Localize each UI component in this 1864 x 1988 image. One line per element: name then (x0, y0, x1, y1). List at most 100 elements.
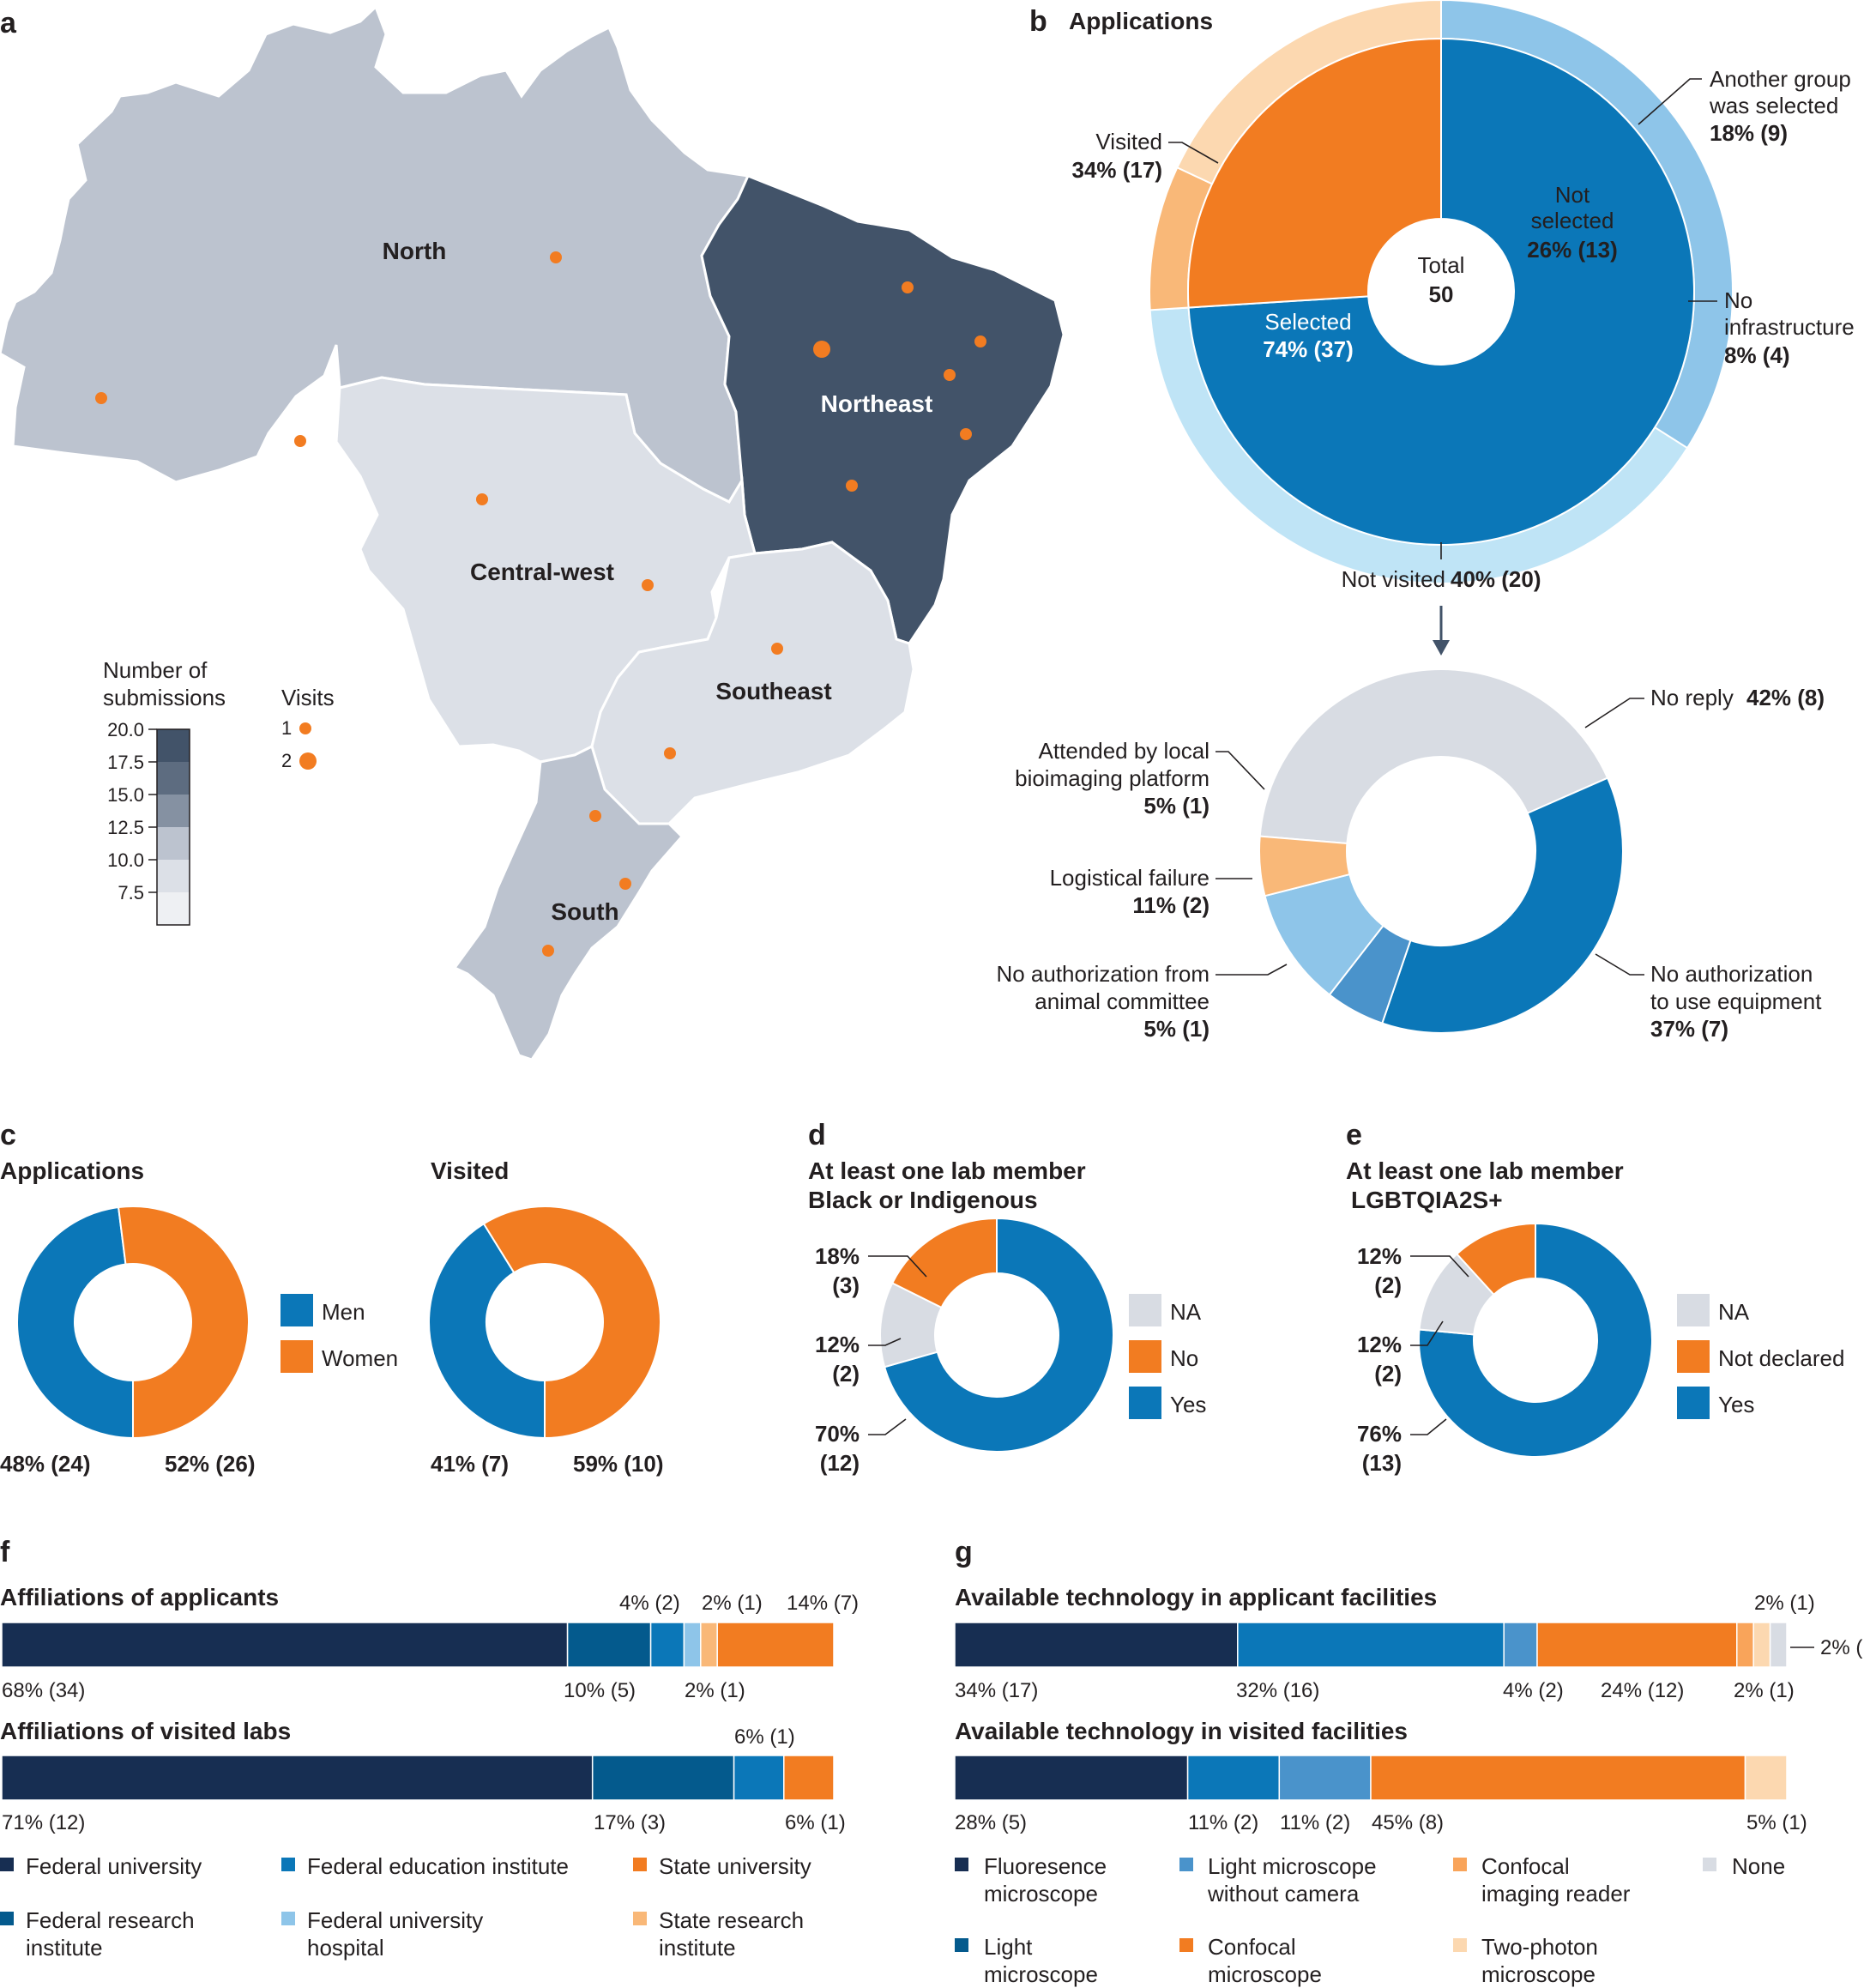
e-labels: 12% (2) 12% (2) 76% (13) NA Not declared… (1357, 1243, 1844, 1476)
label-centralwest: Central-west (470, 559, 614, 585)
f2-label-federal-education: 6% (1) (734, 1725, 795, 1749)
d-yes-count: (12) (820, 1450, 860, 1476)
region-south (452, 744, 685, 1061)
visit-dot (95, 392, 107, 404)
bar-segment-federal-university-hospital (683, 1622, 702, 1668)
legend-swatch-yes (1677, 1387, 1710, 1419)
f1-label-federal-education: 4% (2) (619, 1592, 680, 1615)
bar-segment-federal-university (1, 1755, 594, 1801)
legend-confocal-reader-2: imaging reader (1481, 1881, 1631, 1906)
visits-legend-2: 2 (281, 750, 292, 771)
no-auth-animal-label-1: No authorization from (996, 961, 1209, 987)
visit-dot (294, 435, 306, 447)
g1-labels: 34% (17) 32% (16) 4% (2) 24% (12) 2% (1)… (955, 1592, 1864, 1702)
applications-donut-labels: Total 50 Selected 74% (37) Not selected … (1072, 66, 1855, 656)
map-legend: Number of submissions 20.0 17.5 15.0 12.… (103, 657, 335, 926)
no-reply-label: No reply (1650, 685, 1734, 710)
visit-dot (619, 878, 631, 890)
c2-men-value: 41% (7) (431, 1451, 509, 1477)
affiliations-visited-bar (1, 1755, 835, 1801)
legend-swatch-no (1129, 1340, 1161, 1373)
f2-label-federal-university: 71% (12) (2, 1811, 85, 1834)
legend-men: Men (322, 1299, 365, 1325)
attended-label-2: bioimaging platform (1015, 765, 1209, 791)
leader-visited (1168, 142, 1219, 164)
c1-men-value: 48% (24) (0, 1451, 91, 1477)
legend-confocal-reader-1: Confocal (1481, 1853, 1570, 1879)
scale-tick-label: 7.5 (118, 882, 144, 903)
brazil-map (0, 4, 1065, 1061)
visits-legend-dot-1 (299, 722, 311, 734)
legend-confocal-2: microscope (1208, 1961, 1322, 1987)
visited-value: 34% (17) (1072, 157, 1163, 183)
no-auth-animal-value: 5% (1) (1143, 1016, 1209, 1042)
legend-swatch (633, 1858, 647, 1871)
panel-label-g: g (955, 1536, 973, 1568)
not-visited-donut (1258, 668, 1624, 1034)
legend-swatch (955, 1938, 968, 1952)
bar-segment-two-photon-microscope (1744, 1755, 1788, 1801)
panel-label-e: e (1346, 1119, 1362, 1151)
e-legend-na: NA (1718, 1299, 1750, 1325)
bar-segment-state-university (783, 1755, 835, 1801)
scale-step (157, 795, 190, 827)
visits-legend-dot-2 (299, 752, 317, 770)
panel-label-a: a (0, 7, 17, 39)
black-indigenous-donut (879, 1217, 1114, 1453)
leader-e-nd (1410, 1255, 1469, 1278)
bar-segment-state-university (716, 1622, 835, 1668)
panel-c-title-visited: Visited (431, 1157, 509, 1184)
panel-e-title-1: At least one lab member (1346, 1157, 1624, 1184)
applications-donut (1149, 0, 1734, 584)
visit-dot (944, 369, 956, 381)
attended-value: 5% (1) (1143, 793, 1209, 819)
technology-visited-bar (954, 1755, 1788, 1801)
g2-title: Available technology in visited faciliti… (955, 1718, 1408, 1744)
scale-step (157, 827, 190, 860)
legend-two-photon-1: Two-photon (1481, 1934, 1598, 1960)
panel-d-title-2: Black or Indigenous (808, 1187, 1038, 1213)
slice-not-selected (1187, 37, 1442, 309)
legend-swatch (1179, 1938, 1193, 1952)
f2-labels: 71% (12) 17% (3) 6% (1) 6% (1) (2, 1725, 846, 1834)
legend-federal-education: Federal education institute (307, 1853, 569, 1879)
legend-light-2: microscope (984, 1961, 1098, 1987)
leader-attended (1216, 751, 1265, 790)
f1-label-federal-research: 10% (5) (564, 1679, 636, 1702)
leader-no-auth-animal (1216, 964, 1288, 976)
g2-label-light-no-camera: 11% (2) (1280, 1811, 1350, 1834)
visit-dot (550, 251, 562, 263)
g2-label-light: 11% (2) (1188, 1811, 1258, 1834)
technology-applicants-bar (954, 1622, 1788, 1668)
legend-swatch (0, 1858, 14, 1871)
bar-segment-fluoresence-microscope (954, 1622, 1239, 1668)
panel-label-c: c (0, 1119, 16, 1151)
leader-e-yes (1410, 1418, 1447, 1435)
legend-federal-research-2: institute (26, 1935, 103, 1961)
slice-no (890, 1217, 998, 1309)
lgbtqia-donut (1418, 1222, 1653, 1458)
no-auth-equipment-label-1: No authorization (1650, 961, 1813, 987)
logistical-label: Logistical failure (1050, 865, 1209, 891)
legend-light-1: Light (984, 1934, 1033, 1960)
no-auth-equipment-value: 37% (7) (1650, 1016, 1728, 1042)
d-labels: 18% (3) 12% (2) 70% (12) NA No Yes (815, 1243, 1206, 1476)
visit-dot (542, 945, 554, 957)
another-group-label-2: was selected (1709, 93, 1838, 118)
legend-university-hospital-2: hospital (307, 1935, 384, 1961)
logistical-value: 11% (2) (1132, 892, 1209, 918)
visits-legend-title: Visits (281, 685, 335, 710)
d-yes-pct: 70% (815, 1421, 860, 1447)
legend-state-research-2: institute (659, 1935, 736, 1961)
visit-dots (95, 251, 986, 957)
bar-segment-confocal-microscope (1370, 1755, 1746, 1801)
leader-d-yes (868, 1418, 907, 1435)
leader-another-group (1638, 78, 1702, 125)
d-no-pct: 18% (815, 1243, 860, 1269)
scale-step (157, 729, 190, 762)
center-total-label: Total (1418, 252, 1465, 278)
visit-dot (664, 747, 676, 759)
visit-dot (846, 480, 858, 492)
f2-title: Affiliations of visited labs (0, 1718, 291, 1744)
